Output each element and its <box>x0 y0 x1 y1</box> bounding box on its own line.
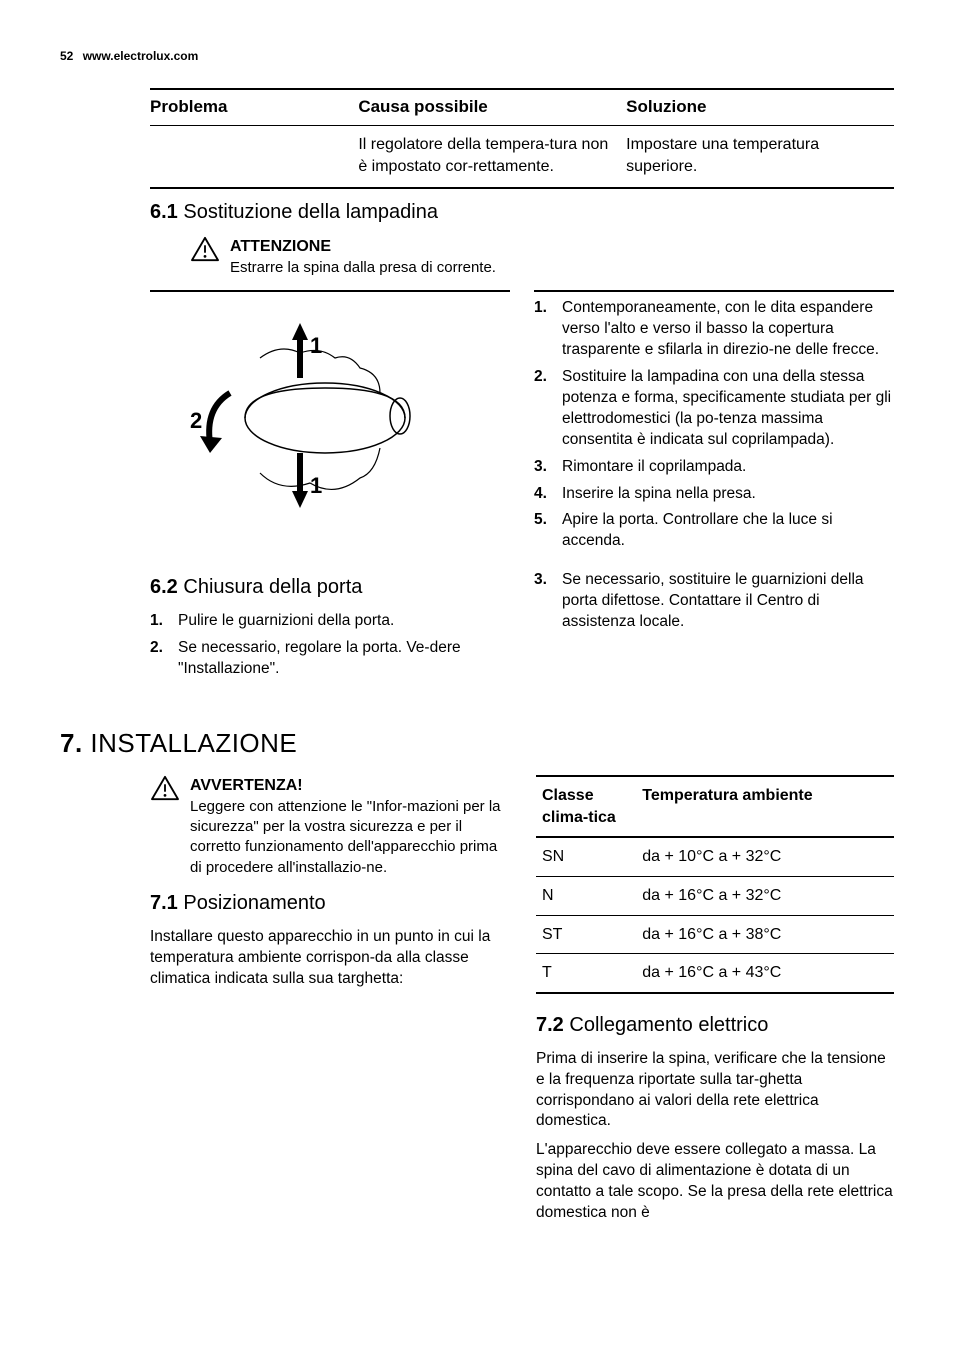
sec72-para1: Prima di inserire la spina, verificare c… <box>536 1049 894 1133</box>
step-text: Se necessario, sostituire le guarnizioni… <box>562 570 894 633</box>
table-row: Il regolatore della tempera-tura non è i… <box>150 126 894 189</box>
door-steps-right: 3.Se necessario, sostituire le guarnizio… <box>534 570 894 633</box>
climate-table: Classe clima-tica Temperatura ambiente S… <box>536 775 894 994</box>
warning-icon <box>190 236 220 269</box>
lamp-steps: 1.Contemporaneamente, con le dita espand… <box>534 298 894 552</box>
svg-text:2: 2 <box>190 408 202 433</box>
step-text: Contemporaneamente, con le dita espander… <box>562 298 894 361</box>
warning-icon <box>150 775 180 808</box>
lamp-illustration: 1 1 2 <box>150 290 510 558</box>
svg-text:1: 1 <box>310 333 322 358</box>
step-text: Pulire le guarnizioni della porta. <box>178 611 510 632</box>
table-header: Temperatura ambiente <box>636 776 894 837</box>
sec72-para2: L'apparecchio deve essere collegato a ma… <box>536 1140 894 1224</box>
section-6-1-heading: 6.1 Sostituzione della lampadina <box>150 199 894 226</box>
table-cell <box>150 126 358 189</box>
step-text: Rimontare il coprilampada. <box>562 457 894 478</box>
table-header: Problema <box>150 89 358 125</box>
header-url: www.electrolux.com <box>83 49 199 63</box>
table-cell: Impostare una temperatura superiore. <box>626 126 894 189</box>
page-header: 52 www.electrolux.com <box>60 48 894 64</box>
table-row: Nda + 16°C a + 32°C <box>536 876 894 915</box>
table-row: Tda + 16°C a + 43°C <box>536 954 894 993</box>
table-row: STda + 16°C a + 38°C <box>536 915 894 954</box>
table-header: Soluzione <box>626 89 894 125</box>
section-7-heading: 7. INSTALLAZIONE <box>60 726 894 761</box>
attention-text: Estrarre la spina dalla presa di corrent… <box>230 258 894 278</box>
step-text: Se necessario, regolare la porta. Ve-der… <box>178 638 510 680</box>
step-text: Apire la porta. Controllare che la luce … <box>562 510 894 552</box>
table-cell: Il regolatore della tempera-tura non è i… <box>358 126 626 189</box>
avvertenza-title: AVVERTENZA! <box>190 775 508 797</box>
table-row: SNda + 10°C a + 32°C <box>536 837 894 876</box>
door-steps-left: 1.Pulire le guarnizioni della porta. 2.S… <box>150 611 510 680</box>
sec71-para: Installare questo apparecchio in un punt… <box>150 927 508 990</box>
avvertenza-text: Leggere con attenzione le "Infor-mazioni… <box>190 797 508 878</box>
step-text: Sostituire la lampadina con una della st… <box>562 367 894 451</box>
problem-table: Problema Causa possibile Soluzione Il re… <box>150 88 894 189</box>
attention-title: ATTENZIONE <box>230 236 894 258</box>
step-text: Inserire la spina nella presa. <box>562 484 894 505</box>
avvertenza-block: AVVERTENZA! Leggere con attenzione le "I… <box>150 775 508 878</box>
table-header: Classe clima-tica <box>536 776 636 837</box>
attention-block: ATTENZIONE Estrarre la spina dalla presa… <box>190 236 894 278</box>
section-7-1-heading: 7.1 Posizionamento <box>150 890 508 917</box>
page-number: 52 <box>60 48 73 64</box>
table-header: Causa possibile <box>358 89 626 125</box>
section-7-2-heading: 7.2 Collegamento elettrico <box>536 1012 894 1039</box>
section-6-2-heading: 6.2 Chiusura della porta <box>150 574 510 601</box>
